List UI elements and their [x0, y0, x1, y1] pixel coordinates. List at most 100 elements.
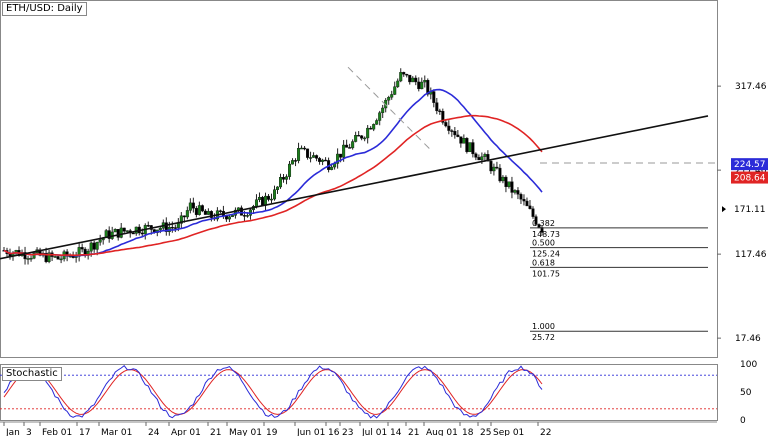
candle-body: [92, 242, 96, 250]
candle: [411, 76, 415, 83]
x-tick-label: 21: [408, 428, 419, 436]
candle: [495, 161, 499, 170]
candle-body: [318, 158, 322, 162]
candle: [417, 77, 421, 92]
candle-body: [483, 154, 487, 157]
candle: [459, 136, 463, 148]
candle: [300, 145, 304, 150]
candle: [369, 126, 373, 130]
candle-body: [107, 230, 111, 239]
x-tick-label: Mar 01: [101, 428, 132, 436]
candle: [315, 154, 319, 162]
price-badge: [731, 171, 768, 184]
x-tick-label: 3: [26, 428, 32, 436]
dashed-channel-line: [347, 66, 433, 152]
candle: [185, 206, 189, 220]
candle-body: [432, 91, 436, 103]
candle: [366, 125, 370, 144]
candle-body: [273, 189, 277, 200]
candle-body: [390, 94, 394, 98]
x-tick-label: Apr 01: [171, 428, 201, 436]
candle-body: [351, 141, 355, 149]
candle-body: [513, 190, 517, 193]
candle: [534, 214, 538, 226]
candle: [26, 255, 30, 265]
fib-price-label: 101.75: [532, 269, 560, 278]
candle: [345, 139, 349, 148]
candle-body: [522, 198, 526, 202]
candle-body: [345, 144, 349, 148]
candle-body: [53, 256, 57, 258]
candle-body: [119, 227, 123, 238]
candle: [420, 77, 424, 90]
candle-body: [504, 176, 508, 187]
candle-body: [405, 73, 409, 76]
candle-body: [306, 148, 310, 158]
candle-body: [462, 138, 466, 144]
x-tick-label: Jan: [5, 428, 20, 436]
candle-body: [203, 210, 207, 215]
candle-body: [89, 242, 93, 252]
candle-body: [254, 199, 258, 207]
candle: [519, 192, 523, 204]
candle-body: [309, 157, 313, 159]
candle: [107, 226, 111, 243]
candle-body: [363, 137, 367, 140]
candle-body: [179, 215, 183, 224]
candle-body: [194, 208, 198, 215]
candle: [336, 148, 340, 169]
candle: [468, 142, 472, 153]
candle-body: [474, 153, 478, 158]
candle-body: [32, 252, 36, 259]
candle-body: [465, 138, 469, 153]
x-tick-label: Jun 01: [296, 428, 325, 436]
candle: [531, 206, 535, 219]
candle: [80, 243, 84, 253]
candle: [297, 142, 301, 164]
candle: [474, 152, 478, 161]
candle: [504, 175, 508, 193]
candle: [179, 212, 183, 229]
x-tick-label: 18: [462, 428, 474, 436]
candle: [450, 129, 454, 137]
candle: [360, 135, 364, 141]
candle: [173, 224, 177, 233]
candle: [47, 250, 51, 264]
candle-body: [176, 223, 180, 229]
trendline: [0, 115, 709, 260]
candle: [260, 195, 264, 207]
candle: [294, 158, 298, 167]
candle-body: [285, 176, 289, 180]
candle: [381, 104, 385, 118]
candle-body: [218, 210, 222, 212]
candle: [525, 197, 529, 207]
candle-body: [170, 226, 174, 229]
candle: [276, 186, 280, 194]
candle: [348, 143, 352, 149]
x-tick-label: 21: [210, 428, 221, 436]
fib-ratio-label: 0.500: [532, 239, 555, 248]
candle-body: [441, 111, 445, 123]
candle: [282, 173, 286, 183]
candle-body: [438, 110, 442, 113]
candle-body: [417, 81, 421, 90]
candle: [354, 131, 358, 143]
x-tick-label: May 01: [229, 428, 262, 436]
candle: [465, 137, 469, 154]
candle: [528, 200, 532, 210]
candle-body: [206, 211, 210, 215]
candle-body: [414, 77, 418, 83]
candle-body: [324, 159, 328, 162]
x-tick-label: 17: [79, 428, 90, 436]
candle: [516, 187, 520, 200]
candle-body: [495, 166, 499, 169]
price-badge: [731, 158, 768, 171]
candle: [399, 68, 403, 83]
candle-body: [450, 130, 454, 132]
candle: [393, 81, 397, 96]
candle: [456, 129, 460, 138]
candle: [372, 123, 376, 132]
candle-body: [480, 156, 484, 161]
candle-body: [38, 249, 42, 256]
